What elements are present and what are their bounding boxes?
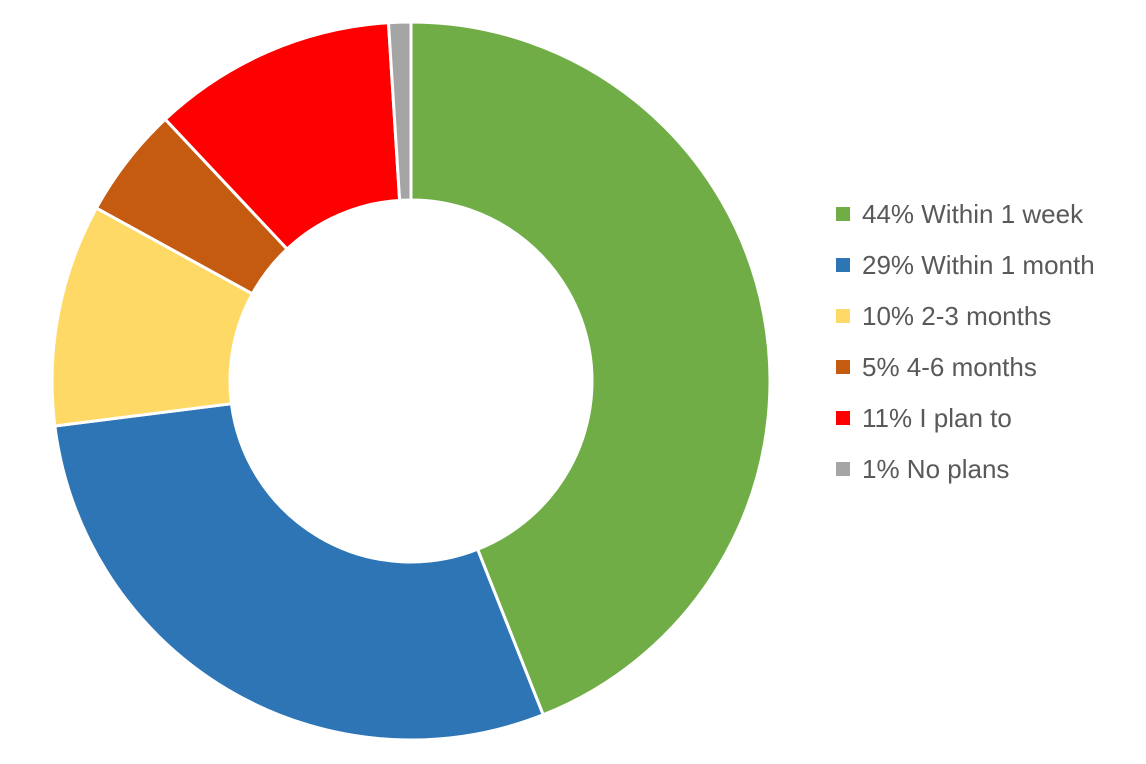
donut-slice (409, 20, 772, 717)
legend-item: 29% Within 1 month (836, 239, 1141, 290)
donut-slice (386, 20, 413, 202)
legend-label: 11% I plan to (862, 402, 1012, 433)
legend-item: 1% No plans (836, 443, 1141, 494)
legend-swatch (836, 410, 850, 425)
legend-label: 10% 2-3 months (862, 300, 1052, 331)
legend: 44% Within 1 week 29% Within 1 month 10%… (836, 188, 1141, 494)
legend-swatch (836, 308, 850, 323)
legend-label: 44% Within 1 week (862, 198, 1084, 229)
legend-swatch (836, 461, 850, 476)
legend-item: 11% I plan to (836, 392, 1141, 443)
legend-item: 10% 2-3 months (836, 290, 1141, 341)
legend-swatch (836, 359, 850, 374)
legend-swatch (836, 257, 850, 272)
donut-slice (53, 402, 546, 742)
legend-item: 44% Within 1 week (836, 188, 1141, 239)
legend-label: 29% Within 1 month (862, 249, 1095, 280)
donut-plot (50, 20, 772, 742)
legend-label: 1% No plans (862, 453, 1010, 484)
legend-label: 5% 4-6 months (862, 351, 1037, 382)
legend-swatch (836, 206, 850, 221)
legend-item: 5% 4-6 months (836, 341, 1141, 392)
